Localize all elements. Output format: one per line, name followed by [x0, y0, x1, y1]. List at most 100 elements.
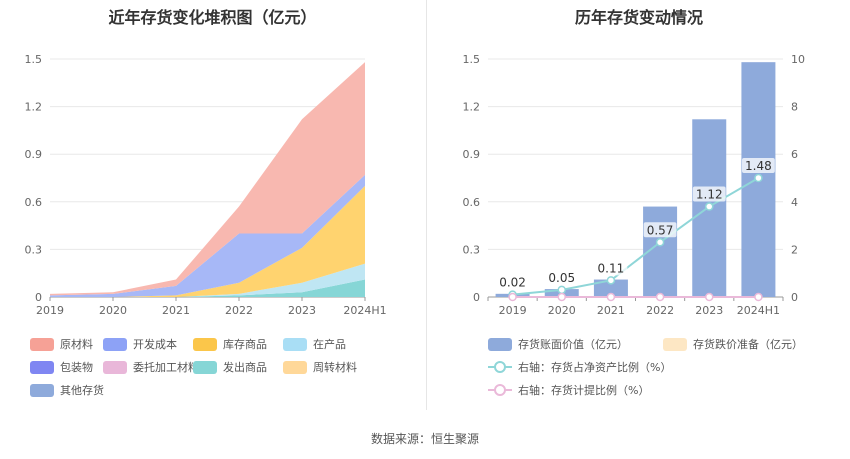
data-label-bg — [496, 274, 529, 290]
x-tick-label: 2019 — [499, 304, 527, 317]
data-label-bg — [643, 222, 677, 238]
legend-label: 在产品 — [313, 338, 346, 351]
x-tick-label: 2024H1 — [343, 304, 386, 317]
y-tick-label: 0.3 — [25, 243, 43, 256]
legend-swatch — [30, 360, 54, 374]
data-label: 0.11 — [598, 261, 625, 275]
x-tick-label: 2020 — [99, 304, 127, 317]
legend-item[interactable]: 存货跌价准备（亿元） — [663, 336, 803, 352]
legend-label: 库存商品 — [223, 338, 267, 351]
legend-item[interactable]: 右轴：存货占净资产比例（%） — [488, 359, 671, 375]
area-库存商品 — [50, 185, 365, 297]
data-source-footer: 数据来源：恒生聚源 — [370, 432, 479, 446]
legend-label: 包装物 — [60, 361, 93, 374]
legend-swatch — [488, 360, 512, 374]
panel-divider — [426, 0, 427, 410]
area-原材料 — [50, 62, 365, 296]
legend-swatch — [663, 337, 687, 351]
line-point — [606, 276, 616, 285]
y-tick-label: 1.5 — [25, 53, 43, 66]
x-tick-label: 2021 — [597, 304, 625, 317]
area-在产品 — [50, 263, 365, 297]
y-tick-label: 0 — [35, 291, 42, 304]
legend-swatch — [103, 337, 127, 351]
legend-swatch — [30, 337, 54, 351]
y2-tick-label: 2 — [791, 243, 798, 256]
right-legend: 存货账面价值（亿元） 存货跌价准备（亿元） 右轴：存货占净资产比例（%） 右轴：存货计… — [428, 0, 850, 410]
y2-tick-label: 10 — [791, 53, 805, 66]
line-point — [508, 292, 517, 302]
legend-label: 存货跌价准备（亿元） — [693, 338, 803, 351]
y-tick-label: 0.6 — [25, 196, 43, 209]
left-chart-title: 近年存货变化堆积图（亿元） — [108, 8, 317, 27]
left-chart-panel: 近年存货变化堆积图（亿元） 0 0.3 0.6 0.9 1.2 1.5 2019 2020 20… — [0, 0, 425, 410]
legend-swatch — [488, 337, 512, 351]
legend-swatch — [103, 360, 127, 374]
legend-item[interactable]: 委托加工材料 — [103, 359, 199, 375]
bar — [593, 279, 628, 297]
y-tick-label: 1.2 — [25, 101, 43, 114]
data-label-bg — [594, 260, 628, 276]
data-label: 1.48 — [745, 159, 772, 173]
data-label-bg — [692, 186, 726, 202]
legend-label: 发出商品 — [223, 361, 267, 374]
y-tick-label: 0.3 — [463, 243, 481, 256]
legend-item[interactable]: 包装物 — [30, 359, 93, 375]
legend-swatch — [30, 383, 54, 397]
legend-item[interactable]: 右轴：存货计提比例（%） — [488, 382, 649, 398]
data-label: 0.02 — [499, 276, 526, 290]
y2-tick-label: 4 — [791, 196, 798, 209]
legend-item[interactable]: 其他存货 — [30, 382, 104, 398]
legend-item[interactable]: 发出商品 — [193, 359, 267, 375]
y-tick-label: 0.6 — [463, 196, 481, 209]
legend-label: 周转材料 — [313, 361, 357, 374]
line-point — [655, 292, 665, 302]
line-series — [512, 177, 759, 296]
y2-tick-label: 6 — [791, 148, 798, 161]
y-tick-label: 0.9 — [463, 148, 481, 161]
y2-tick-label: 0 — [791, 291, 798, 304]
data-label: 0.05 — [548, 271, 575, 285]
line-point — [705, 202, 714, 211]
legend-item[interactable]: 存货账面价值（亿元） — [488, 336, 628, 352]
legend-item[interactable]: 在产品 — [283, 336, 346, 352]
x-tick-label: 2020 — [548, 304, 576, 317]
data-label-bg — [545, 269, 579, 285]
x-tick-label: 2019 — [36, 304, 64, 317]
area-发出商品 — [50, 279, 365, 297]
line-point — [655, 238, 665, 247]
x-tick-label: 2022 — [646, 304, 674, 317]
right-chart-panel: 历年存货变动情况 0 0.3 0.6 0.9 1.2 1.5 0 2 4 6 8 10 2019 2020… — [428, 0, 850, 410]
legend-item[interactable]: 开发成本 — [103, 336, 177, 352]
x-tick-label: 2023 — [695, 304, 723, 317]
legend-swatch — [283, 337, 307, 351]
legend-label: 原材料 — [60, 338, 93, 351]
data-label: 1.12 — [696, 188, 723, 202]
x-tick-label: 2021 — [162, 304, 190, 317]
right-chart-title: 历年存货变动情况 — [574, 8, 703, 27]
y-tick-label: 1.5 — [463, 53, 481, 66]
legend-item[interactable]: 库存商品 — [193, 336, 267, 352]
x-tick-label: 2022 — [225, 304, 253, 317]
legend-label: 委托加工材料 — [133, 361, 199, 374]
legend-item[interactable]: 周转材料 — [283, 359, 357, 375]
line-point — [606, 292, 616, 302]
y2-tick-label: 8 — [791, 101, 798, 114]
legend-label: 存货账面价值（亿元） — [518, 338, 628, 351]
x-tick-label: 2024H1 — [737, 304, 780, 317]
legend-label: 其他存货 — [60, 384, 104, 397]
legend-label: 右轴：存货计提比例（%） — [518, 384, 650, 397]
x-tick-label: 2023 — [288, 304, 316, 317]
legend-swatch — [193, 337, 217, 351]
line-point — [754, 292, 763, 302]
legend-swatch — [193, 360, 217, 374]
line-point — [705, 292, 714, 302]
legend-item[interactable]: 原材料 — [30, 336, 93, 352]
legend-label: 开发成本 — [133, 338, 177, 351]
stacked-area-chart: 0 0.3 0.6 0.9 1.2 1.5 2019 2020 2021 2022 2023 2024… — [25, 53, 387, 317]
line-point — [754, 173, 763, 183]
area-开发成本 — [50, 174, 365, 297]
legend-swatch — [283, 360, 307, 374]
data-label: 0.57 — [647, 223, 674, 237]
line-point — [557, 292, 566, 302]
